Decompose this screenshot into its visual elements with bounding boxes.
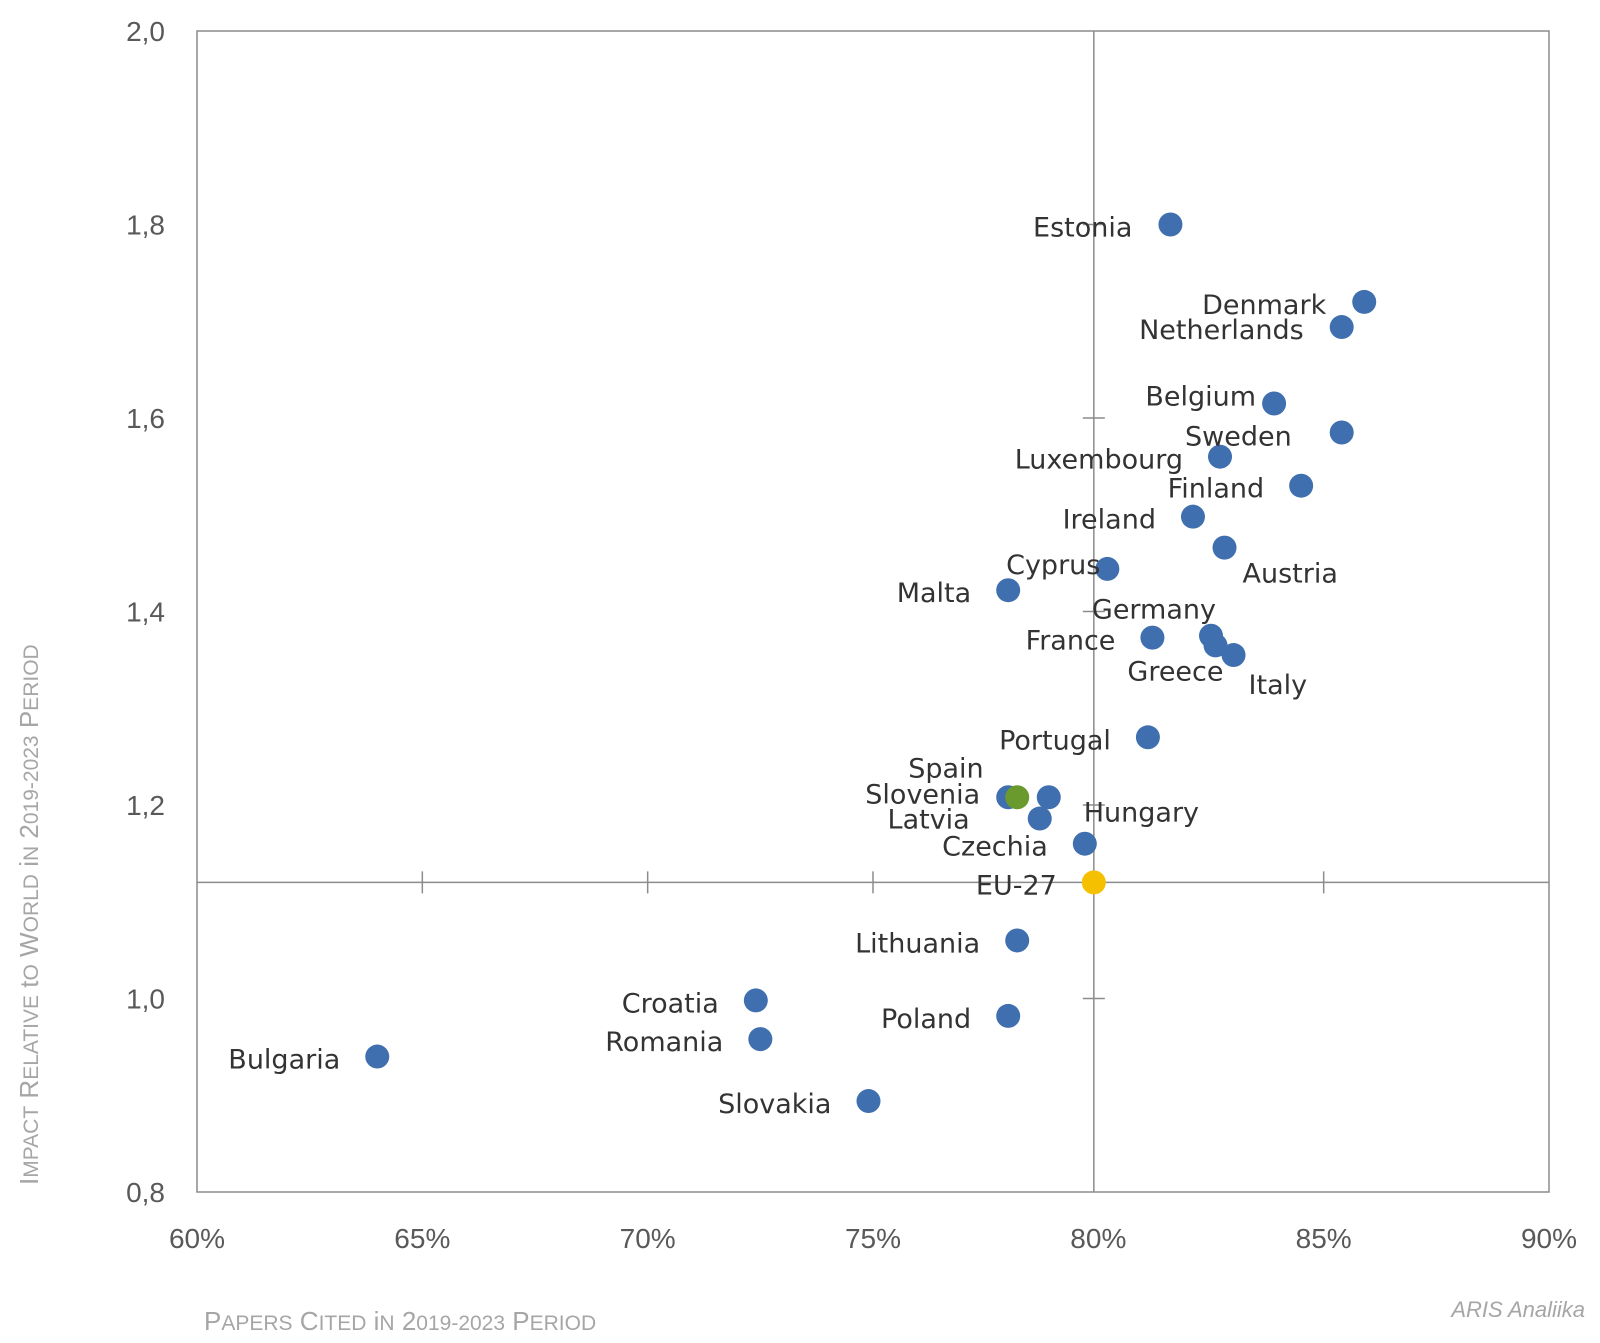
point-denmark xyxy=(1352,289,1377,314)
y-tick-label: 1,4 xyxy=(126,597,165,628)
label-poland: Poland xyxy=(881,1004,971,1035)
label-spain: Spain xyxy=(908,753,983,784)
y-tick-label: 0,8 xyxy=(126,1177,165,1208)
label-cyprus: Cyprus xyxy=(1006,550,1100,581)
label-luxembourg: Luxembourg xyxy=(1015,445,1183,476)
point-bulgaria xyxy=(365,1044,390,1069)
data-points xyxy=(365,212,1377,1114)
label-slovakia: Slovakia xyxy=(718,1089,831,1120)
label-croatia: Croatia xyxy=(622,988,719,1019)
point-belgium xyxy=(1262,391,1287,416)
x-tick-label: 90% xyxy=(1521,1223,1577,1254)
x-tick-label: 65% xyxy=(394,1223,450,1254)
point-poland xyxy=(996,1003,1021,1028)
label-portugal: Portugal xyxy=(999,725,1111,756)
y-tick-label: 1,0 xyxy=(126,984,165,1015)
point-czechia xyxy=(1072,831,1097,856)
label-czechia: Czechia xyxy=(942,832,1048,863)
y-tick-label: 1,8 xyxy=(126,210,165,241)
y-axis-ticks: 0,8 1,0 1,2 1,4 1,6 1,8 2,0 xyxy=(126,16,1105,1208)
point-romania xyxy=(748,1027,773,1052)
point-luxembourg xyxy=(1208,444,1233,469)
label-italy: Italy xyxy=(1249,670,1308,701)
point-portugal xyxy=(1135,725,1160,750)
label-sweden: Sweden xyxy=(1185,422,1292,453)
label-romania: Romania xyxy=(605,1027,723,1058)
point-ireland xyxy=(1180,504,1205,529)
point-finland xyxy=(1289,473,1314,498)
y-axis-title: IMPACT RELATIVE tO WORLD iN 2019-2023 PE… xyxy=(14,644,44,1185)
label-greece: Greece xyxy=(1127,656,1223,687)
point-estonia xyxy=(1158,212,1183,237)
label-germany: Germany xyxy=(1092,595,1216,626)
label-estonia: Estonia xyxy=(1033,213,1132,244)
point-austria xyxy=(1212,535,1237,560)
x-tick-label: 80% xyxy=(1070,1223,1126,1254)
label-france: France xyxy=(1026,626,1116,657)
x-tick-label: 85% xyxy=(1296,1223,1352,1254)
label-lithuania: Lithuania xyxy=(855,928,980,959)
label-hungary: Hungary xyxy=(1084,797,1199,828)
point-cyprus xyxy=(1095,556,1120,581)
point-slovakia xyxy=(856,1089,881,1114)
label-slovenia: Slovenia xyxy=(865,779,980,810)
point-latvia xyxy=(1027,806,1052,831)
y-tick-label: 1,2 xyxy=(126,790,165,821)
point-eu-27 xyxy=(1081,870,1106,895)
point-hungary xyxy=(1036,785,1061,810)
label-ireland: Ireland xyxy=(1063,505,1156,536)
point-croatia xyxy=(743,988,768,1013)
crosshair-axes xyxy=(197,31,1549,1192)
x-tick-label: 70% xyxy=(620,1223,676,1254)
label-eu-27: EU-27 xyxy=(976,870,1057,901)
x-axis-ticks: 60% 65% 70% 75% 80% 85% 90% xyxy=(169,871,1577,1254)
label-finland: Finland xyxy=(1168,474,1264,505)
y-tick-label: 2,0 xyxy=(126,16,165,47)
label-netherlands: Netherlands xyxy=(1139,315,1304,346)
label-austria: Austria xyxy=(1243,559,1338,590)
point-netherlands xyxy=(1329,315,1354,340)
source-credit: ARIS Analiika xyxy=(1449,1297,1585,1322)
point-malta xyxy=(996,578,1021,603)
point-slovenia xyxy=(1005,785,1030,810)
point-sweden xyxy=(1329,420,1354,445)
x-tick-label: 60% xyxy=(169,1223,225,1254)
label-bulgaria: Bulgaria xyxy=(228,1045,340,1076)
label-latvia: Latvia xyxy=(888,805,970,836)
point-greece xyxy=(1203,633,1228,658)
label-malta: Malta xyxy=(897,578,971,609)
plot-area-border xyxy=(196,30,1550,1193)
point-lithuania xyxy=(1005,928,1030,953)
point-france xyxy=(1140,625,1165,650)
point-italy xyxy=(1221,643,1246,668)
x-tick-label: 75% xyxy=(845,1223,901,1254)
x-axis-title: PAPERS CITED iN 2019-2023 PERIOD xyxy=(204,1306,596,1336)
y-tick-label: 1,6 xyxy=(126,403,165,434)
label-belgium: Belgium xyxy=(1145,381,1256,412)
label-denmark: Denmark xyxy=(1202,290,1326,321)
